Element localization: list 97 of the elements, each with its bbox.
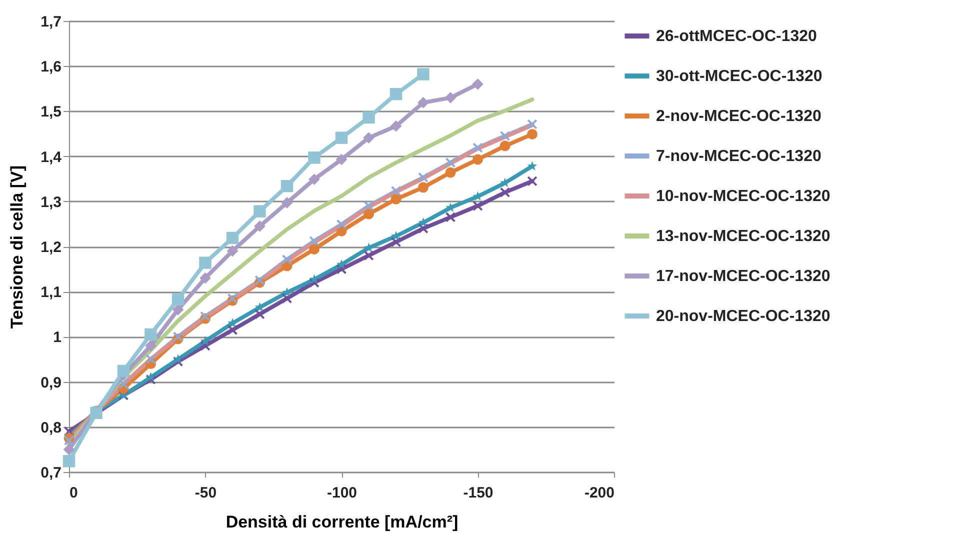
point xyxy=(418,96,429,108)
y-tick-label: 1,5 xyxy=(40,104,62,121)
point xyxy=(254,220,266,232)
x-tick-label: -50 xyxy=(194,484,217,502)
point xyxy=(308,174,320,185)
point xyxy=(527,160,538,170)
point xyxy=(226,245,238,257)
point xyxy=(146,354,156,364)
point xyxy=(418,223,428,234)
point xyxy=(281,197,293,208)
point xyxy=(172,332,184,342)
point xyxy=(527,128,538,140)
x-tick-label: 0 xyxy=(70,484,78,502)
point xyxy=(418,172,428,183)
point xyxy=(500,178,510,188)
point xyxy=(254,205,266,218)
legend-label: 2-nov-MCEC-OC-1320 xyxy=(656,108,822,125)
legend-label: 13-nov-MCEC-OC-1320 xyxy=(656,228,830,245)
point xyxy=(62,455,76,468)
x-tick-label: -150 xyxy=(463,484,494,502)
y-tick-label: 1,1 xyxy=(40,284,62,302)
point xyxy=(309,277,320,288)
point xyxy=(63,444,75,456)
point xyxy=(309,274,320,284)
point xyxy=(527,176,538,186)
y-tick-label: 1,3 xyxy=(40,194,62,211)
point xyxy=(445,212,456,222)
legend-label: 7-nov-MCEC-OC-1320 xyxy=(656,148,822,165)
point xyxy=(363,132,374,144)
point xyxy=(446,202,456,212)
point xyxy=(390,194,402,204)
point xyxy=(335,132,348,144)
point xyxy=(173,354,183,364)
point xyxy=(280,180,294,192)
point xyxy=(500,187,510,198)
legend-label: 10-nov-MCEC-OC-1320 xyxy=(656,188,830,205)
legend-label: 30-ott-MCEC-OC-1320 xyxy=(656,68,822,85)
point xyxy=(472,78,484,90)
legend-label: 26-ottMCEC-OC-1320 xyxy=(656,28,818,45)
point xyxy=(200,272,211,284)
point xyxy=(445,167,456,178)
point xyxy=(336,219,347,230)
point xyxy=(254,308,265,320)
point xyxy=(472,200,483,212)
point xyxy=(226,232,239,244)
legend-label: 20-nov-MCEC-OC-1320 xyxy=(656,308,830,325)
point xyxy=(472,142,483,153)
point xyxy=(472,154,483,165)
point xyxy=(390,236,402,248)
y-tick-label: 1 xyxy=(53,329,62,346)
point xyxy=(172,293,184,306)
y-tick-label: 1,7 xyxy=(40,14,62,30)
point xyxy=(282,293,292,304)
point xyxy=(527,119,538,130)
point xyxy=(390,120,402,132)
x-tick-label: -200 xyxy=(584,484,614,502)
y-axis-title: Tensione di cella [V] xyxy=(8,165,27,329)
point xyxy=(146,374,156,385)
y-tick-label: 1,4 xyxy=(40,148,62,166)
point xyxy=(64,435,74,446)
point xyxy=(500,130,510,142)
point xyxy=(336,264,347,274)
point xyxy=(282,254,292,265)
point xyxy=(118,378,129,390)
point xyxy=(199,256,212,269)
point xyxy=(500,140,510,152)
y-tick-label: 0,8 xyxy=(40,419,62,436)
point xyxy=(336,259,346,269)
point xyxy=(227,324,238,336)
point xyxy=(309,244,320,254)
point xyxy=(417,68,430,80)
point xyxy=(390,88,402,100)
point xyxy=(336,154,348,166)
point xyxy=(146,372,156,382)
x-axis-title: Densità di corrente [mA/cm²] xyxy=(226,512,458,532)
y-tick-label: 1,2 xyxy=(40,239,62,256)
y-tick-label: 0,7 xyxy=(40,464,62,482)
point xyxy=(117,364,130,378)
point xyxy=(144,328,157,341)
y-tick-label: 0,9 xyxy=(40,374,62,392)
point xyxy=(145,340,156,352)
point xyxy=(445,157,456,168)
point xyxy=(444,92,456,104)
point xyxy=(364,250,374,261)
point xyxy=(308,152,320,164)
point xyxy=(172,356,184,367)
point xyxy=(309,236,320,246)
x-tick-label: -100 xyxy=(326,484,358,502)
point xyxy=(418,182,428,193)
point xyxy=(390,186,402,196)
point xyxy=(200,340,210,351)
point xyxy=(364,200,374,212)
point xyxy=(362,111,375,124)
point xyxy=(364,208,374,220)
point xyxy=(172,304,184,316)
y-tick-label: 1,6 xyxy=(40,58,62,76)
legend-label: 17-nov-MCEC-OC-1320 xyxy=(656,268,830,285)
